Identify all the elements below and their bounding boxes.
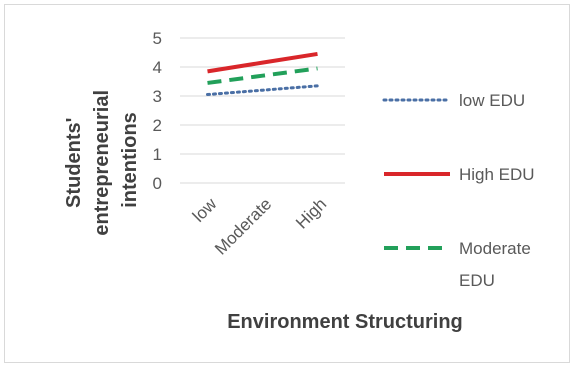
y-axis-title-line-1: Students' <box>63 118 85 208</box>
x-axis-title: Environment Structuring <box>227 311 463 333</box>
y-axis-title-line-2: entrepreneurial <box>91 90 113 236</box>
y-axis-title: Students' entrepreneurial intentions <box>63 84 141 235</box>
x-tick-label-low: low <box>189 194 221 226</box>
series-lines <box>206 51 319 97</box>
x-tick-label-moderate: Moderate <box>211 194 275 258</box>
y-tick-label-0: 0 <box>153 174 162 193</box>
legend: low EDU High EDU Moderate EDU <box>382 91 535 290</box>
x-tick-label-high: High <box>292 194 330 232</box>
y-tick-label-5: 5 <box>153 29 162 48</box>
legend-label-moderate-edu-line-2: EDU <box>459 271 495 290</box>
legend-label-moderate-edu-line-1: Moderate <box>459 239 531 258</box>
legend-label-low-edu: low EDU <box>459 91 525 110</box>
gridlines <box>180 37 345 184</box>
series-line-low-edu <box>206 84 319 97</box>
y-tick-label-2: 2 <box>153 116 162 135</box>
y-tick-label-3: 3 <box>153 87 162 106</box>
legend-label-high-edu: High EDU <box>459 165 535 184</box>
y-tick-label-1: 1 <box>153 145 162 164</box>
series-line-moderate-edu <box>207 66 318 85</box>
y-axis-ticks: 0 1 2 3 4 5 <box>153 29 162 193</box>
series-line-high-edu <box>207 51 318 74</box>
y-axis-title-line-3: intentions <box>119 112 141 208</box>
y-tick-label-4: 4 <box>153 58 162 77</box>
